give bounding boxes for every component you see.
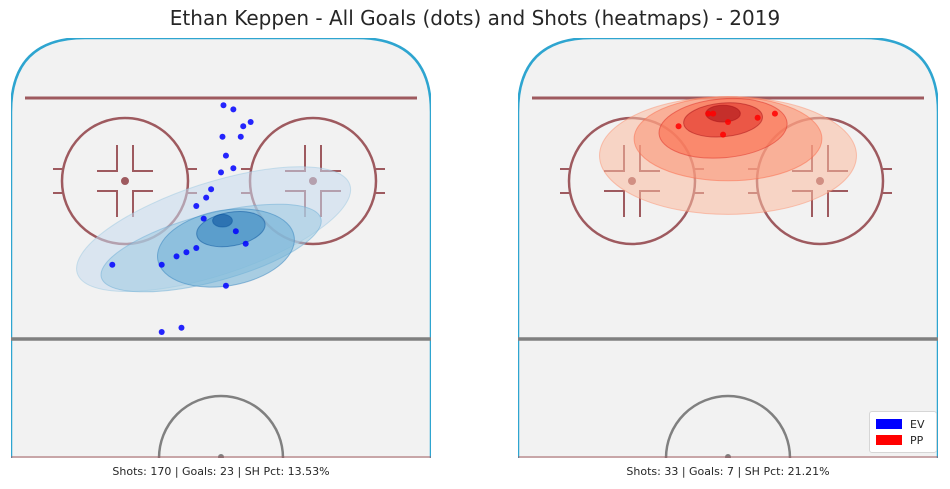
legend: EV PP	[869, 411, 937, 453]
goal-dot-left-13	[193, 245, 200, 251]
goal-dot-right-0	[705, 110, 712, 117]
heat-level-left-4	[212, 213, 233, 228]
faceoff-dot-left-left	[121, 177, 129, 185]
goal-dots-left	[109, 102, 254, 335]
goal-dot-left-7	[218, 169, 224, 176]
boards-right	[518, 38, 938, 458]
goal-dot-left-0	[220, 102, 227, 109]
rink-left	[11, 38, 431, 458]
goal-dot-left-8	[208, 186, 215, 193]
legend-item-pp: PP	[876, 433, 923, 447]
goal-dot-left-9	[203, 194, 210, 201]
goal-dot-left-21	[222, 282, 229, 289]
goal-dot-left-10	[193, 203, 200, 209]
goal-dot-left-5	[247, 119, 254, 125]
goal-dot-left-18	[230, 165, 237, 172]
goal-dot-left-20	[242, 240, 249, 247]
goal-dot-left-16	[178, 324, 185, 331]
goal-dot-right-1	[710, 110, 717, 117]
legend-label-pp: PP	[910, 433, 924, 447]
goal-dot-left-1	[219, 133, 226, 140]
goal-dot-left-3	[237, 133, 244, 140]
boards-left	[11, 38, 431, 458]
goal-dot-left-19	[232, 228, 239, 235]
goal-dot-right-4	[771, 110, 778, 117]
center-circle-left	[157, 394, 285, 458]
center-circle-right	[664, 394, 792, 458]
legend-item-ev: EV	[876, 417, 924, 431]
shot-heatmap-left	[76, 166, 352, 293]
goal-dot-left-11	[200, 215, 207, 222]
goal-dots-right	[675, 110, 778, 138]
goal-dot-right-2	[725, 119, 731, 125]
stats-text-right: Shots: 33 | Goals: 7 | SH Pct: 21.21%	[626, 465, 830, 478]
legend-label-ev: EV	[910, 417, 925, 431]
goal-dot-right-5	[720, 131, 727, 138]
goal-dot-left-2	[230, 106, 237, 113]
goal-dot-left-17	[158, 329, 165, 335]
legend-swatch-pp	[876, 435, 902, 445]
shot-heatmap-right	[599, 96, 857, 215]
chart-title: Ethan Keppen - All Goals (dots) and Shot…	[169, 6, 781, 30]
goal-dot-left-12	[183, 249, 190, 256]
rink-right	[518, 38, 938, 458]
goal-dot-left-6	[222, 152, 229, 159]
goal-dot-left-22	[109, 261, 116, 268]
goal-dot-left-4	[240, 123, 247, 130]
hash-marks-left-left	[53, 145, 197, 217]
goal-dot-right-6	[675, 123, 682, 130]
legend-swatch-ev	[876, 419, 902, 429]
goal-dot-left-15	[158, 261, 165, 268]
goal-dot-left-14	[173, 253, 180, 260]
goal-dot-right-3	[754, 114, 761, 121]
stats-text-left: Shots: 170 | Goals: 23 | SH Pct: 13.53%	[112, 465, 330, 478]
